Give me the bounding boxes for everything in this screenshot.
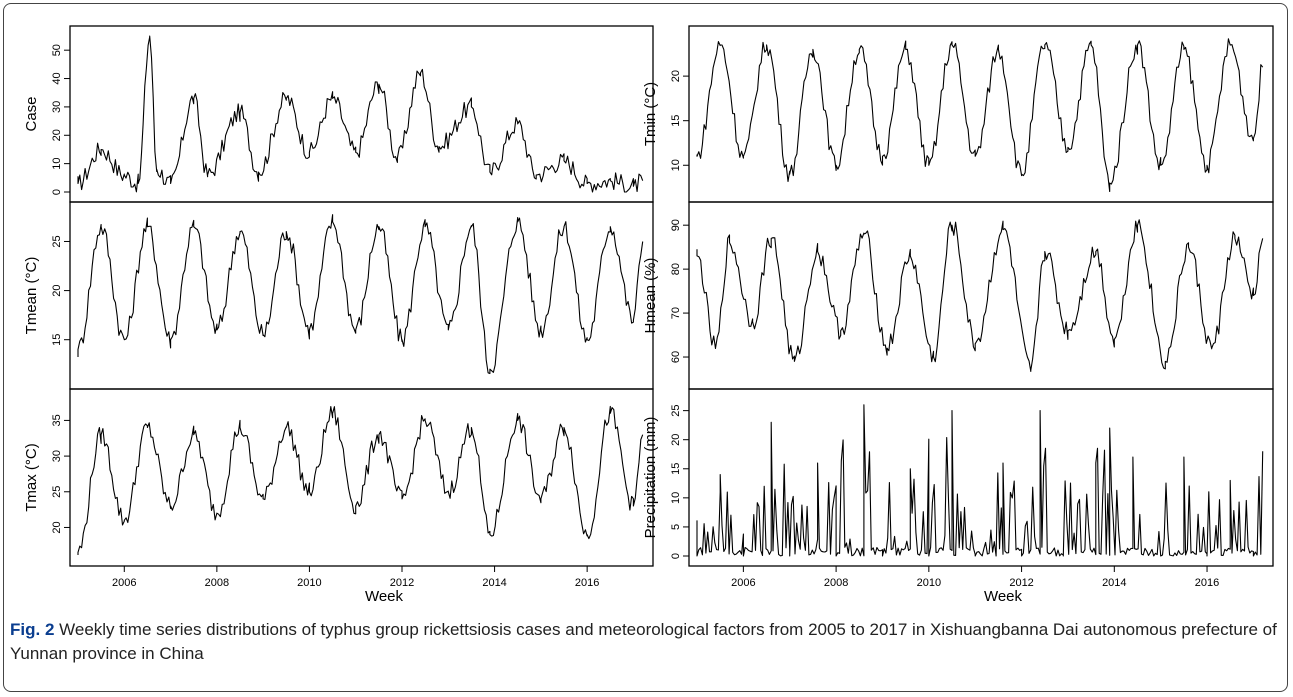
x-tick-label-2-5: 2016	[575, 577, 599, 589]
y-tick-label-0-5: 50	[51, 44, 63, 56]
y-tick-label-2-2: 30	[51, 450, 63, 462]
y-axis-title-3: Tmin (°C)	[642, 82, 659, 146]
y-tick-label-4-3: 90	[670, 219, 682, 231]
x-tick-label-2-4: 2014	[482, 577, 506, 589]
chart-panel-3: 10 15 20 Tmin (°C)	[642, 25, 1274, 203]
x-tick-label-5-4: 2014	[1102, 577, 1126, 589]
x-tick-label-5-3: 2012	[1009, 577, 1033, 589]
y-tick-label-4-1: 70	[670, 307, 682, 319]
figure-caption-label: Fig. 2	[10, 620, 55, 639]
y-tick-label-3-1: 15	[670, 115, 682, 127]
x-tick-label-2-3: 2012	[390, 577, 414, 589]
y-axis-title-5: Precipitation (mm)	[642, 417, 659, 539]
y-tick-label-5-0: 0	[670, 553, 682, 559]
y-tick-label-2-0: 20	[51, 521, 63, 533]
x-tick-label-5-2: 2010	[917, 577, 941, 589]
y-tick-label-3-2: 20	[670, 70, 682, 82]
y-tick-label-0-2: 20	[51, 129, 63, 141]
y-tick-label-0-3: 30	[51, 101, 63, 113]
y-tick-label-1-0: 15	[51, 334, 63, 346]
series-line-5	[696, 404, 1264, 557]
y-tick-label-5-2: 10	[670, 492, 682, 504]
y-axis-title-2: Tmax (°C)	[23, 443, 40, 512]
series-line-4	[696, 219, 1264, 372]
figure-caption-text: Weekly time series distributions of typh…	[10, 620, 1277, 663]
chart-panel-5: 0 5 10 15 20 25 Precipitation (mm) 2006 2008 2010…	[642, 388, 1274, 589]
panel-frame-0	[69, 25, 654, 203]
y-tick-label-0-1: 10	[51, 158, 63, 170]
y-tick-label-0-0: 0	[51, 189, 63, 195]
panel-frame-5	[688, 388, 1274, 567]
y-tick-label-1-1: 20	[51, 284, 63, 296]
y-axis-title-0: Case	[23, 96, 40, 131]
x-tick-label-2-2: 2010	[297, 577, 321, 589]
figure-caption: Fig. 2 Weekly time series distributions …	[10, 618, 1280, 666]
y-tick-label-5-1: 5	[670, 524, 682, 530]
x-tick-label-5-5: 2016	[1195, 577, 1219, 589]
y-tick-label-5-5: 25	[670, 405, 682, 417]
chart-panel-1: 15 20 25 Tmean (°C)	[23, 201, 654, 390]
x-tick-label-5-1: 2008	[824, 577, 848, 589]
chart-panel-2: 20 25 30 35 Tmax (°C) 2006 2008 2010 2012 2014 201…	[23, 388, 654, 589]
y-tick-label-2-3: 35	[51, 414, 63, 426]
panel-frame-1	[69, 201, 654, 390]
panel-frame-3	[688, 25, 1274, 203]
figure-frame	[3, 3, 1288, 692]
left-x-axis-title: Week	[365, 588, 404, 605]
y-tick-label-2-1: 25	[51, 486, 63, 498]
right-x-axis-title: Week	[984, 588, 1023, 605]
panel-frame-4	[688, 201, 1274, 390]
series-line-2	[77, 405, 644, 555]
chart-panel-4: 60 70 80 90 Hmean (%)	[642, 201, 1274, 390]
series-line-3	[696, 38, 1264, 193]
x-tick-label-2-1: 2008	[205, 577, 229, 589]
y-axis-title-1: Tmean (°C)	[23, 257, 40, 335]
x-tick-label-5-0: 2006	[731, 577, 755, 589]
y-axis-title-4: Hmean (%)	[642, 258, 659, 334]
series-line-0	[77, 35, 644, 193]
y-tick-label-0-4: 40	[51, 72, 63, 84]
y-tick-label-1-2: 25	[51, 235, 63, 247]
series-line-1	[77, 214, 644, 375]
y-tick-label-5-3: 15	[670, 463, 682, 475]
y-tick-label-5-4: 20	[670, 434, 682, 446]
chart-panel-0: 0 10 20 30 40 50 Case	[23, 25, 654, 203]
x-tick-label-2-0: 2006	[112, 577, 136, 589]
y-tick-label-4-2: 80	[670, 263, 682, 275]
panel-frame-2	[69, 388, 654, 567]
y-tick-label-4-0: 60	[670, 351, 682, 363]
y-tick-label-3-0: 10	[670, 159, 682, 171]
